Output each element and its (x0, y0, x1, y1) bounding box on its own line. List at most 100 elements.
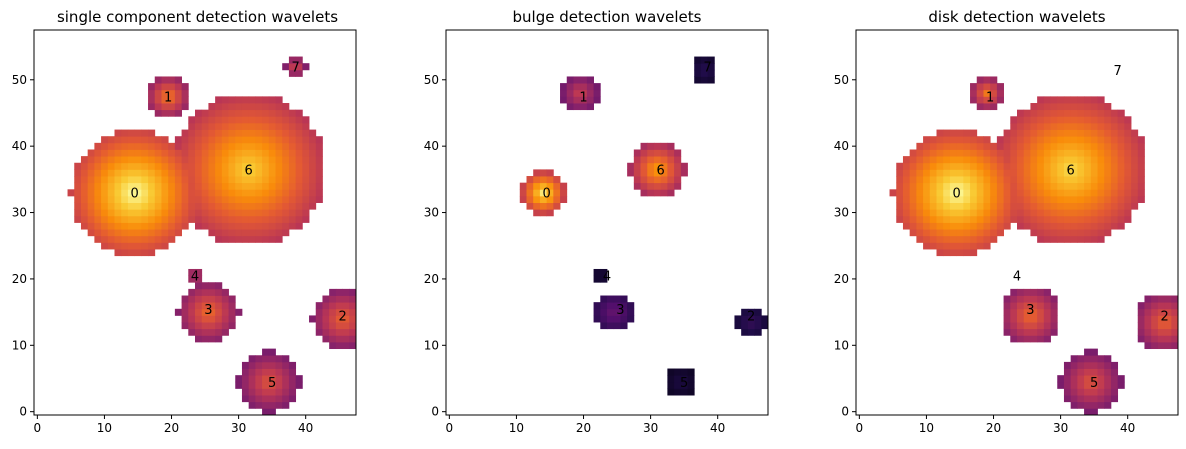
heatmap-cell (896, 195, 904, 203)
x-tick-label: 0 (856, 421, 864, 435)
heatmap-cell (923, 182, 931, 190)
heatmap-cell (1084, 169, 1092, 177)
heatmap-cell (1003, 222, 1011, 230)
heatmap-cell (288, 202, 297, 210)
heatmap-cell (1030, 229, 1038, 237)
heatmap-cell (1117, 162, 1125, 170)
x-tick-label: 0 (446, 421, 454, 435)
heatmap-cell (553, 195, 561, 203)
heatmap-cell (1003, 195, 1011, 203)
heatmap-cell (936, 162, 944, 170)
heatmap-cell (329, 302, 337, 310)
heatmap-cell (1017, 315, 1025, 323)
heatmap-cell (1017, 109, 1025, 117)
x-axis: 0 10 20 30 40 (446, 415, 725, 435)
heatmap-cell (168, 195, 176, 203)
heatmap-cell (107, 195, 115, 203)
heatmap-cell (235, 142, 243, 150)
x-tick-label: 40 (710, 421, 725, 435)
heatmap-cell (1070, 229, 1078, 237)
heatmap-cell (228, 116, 236, 124)
heatmap-cell (121, 129, 129, 137)
heatmap-cell (201, 156, 209, 164)
heatmap-cell (1023, 295, 1031, 303)
heatmap-cell (1151, 315, 1159, 323)
heatmap-cell (1144, 315, 1152, 323)
heatmap-cell (195, 195, 203, 203)
heatmap-cell (248, 202, 256, 210)
heatmap-cell (255, 368, 263, 376)
heatmap-cell (288, 149, 297, 157)
heatmap-cell (1104, 176, 1112, 184)
heatmap-cell (228, 315, 236, 323)
heatmap-cell (1023, 209, 1031, 217)
heatmap-cell (74, 162, 82, 170)
heatmap-cell (141, 142, 149, 150)
heatmap-cell (949, 129, 958, 137)
x-tick-label: 20 (986, 421, 1001, 435)
heatmap-cell (262, 401, 270, 409)
heatmap-cell (902, 156, 911, 164)
heatmap-cell (275, 229, 283, 237)
heatmap-cell (936, 209, 944, 217)
heatmap-cell (929, 222, 937, 230)
heatmap-cell (1104, 375, 1112, 383)
heatmap-cell (956, 162, 964, 170)
heatmap-cell (936, 242, 944, 250)
heatmap-cell (687, 368, 695, 376)
heatmap-cell (315, 328, 323, 336)
heatmap-cell (154, 209, 162, 217)
y-tick-label: 0 (19, 405, 27, 419)
heatmap-cell (302, 136, 310, 144)
x-tick-label: 10 (97, 421, 112, 435)
heatmap-cell (1157, 335, 1165, 343)
heatmap-cell (208, 195, 216, 203)
heatmap-cell (174, 76, 182, 84)
heatmap-cell (255, 182, 263, 190)
heatmap-cell (268, 136, 276, 144)
heatmap-cell (674, 182, 682, 190)
heatmap-cell (221, 142, 229, 150)
heatmap-cell (909, 176, 917, 184)
heatmap-cell (1104, 162, 1112, 170)
heatmap-cell (168, 222, 176, 230)
heatmap-cell (1084, 189, 1092, 197)
heatmap-cell (923, 215, 931, 223)
heatmap-cell (168, 109, 176, 117)
heatmap-cell (1037, 182, 1045, 190)
heatmap-cell (1050, 222, 1058, 230)
heatmap-cell (1003, 169, 1011, 177)
heatmap-cell (1090, 408, 1098, 416)
heatmap-cell (1063, 361, 1072, 369)
heatmap-cell (573, 103, 581, 111)
heatmap-cell (916, 176, 924, 184)
heatmap-cell (1070, 401, 1078, 409)
heatmap-cell (107, 222, 115, 230)
heatmap-cell (633, 176, 641, 184)
heatmap-cell (228, 129, 236, 137)
heatmap-cell (1070, 176, 1078, 184)
heatmap-cell (949, 162, 958, 170)
heatmap-cell (667, 368, 675, 376)
heatmap-cell (295, 169, 303, 177)
heatmap-cell (174, 162, 182, 170)
heatmap-cell (1063, 182, 1072, 190)
heatmap-cell (949, 189, 958, 197)
heatmap-cell (228, 142, 236, 150)
heatmap-cell (539, 176, 548, 184)
heatmap-cell (275, 215, 283, 223)
heatmap-cell (235, 235, 243, 243)
heatmap-cell (586, 96, 594, 104)
heatmap-cell (161, 136, 169, 144)
heatmap-cell (1104, 215, 1112, 223)
heatmap-cell (1050, 235, 1058, 243)
y-tick-label: 40 (834, 139, 849, 153)
heatmap-cell (201, 122, 209, 130)
heatmap-cell (188, 176, 196, 184)
heatmap-cell (560, 89, 568, 97)
heatmap-cell (181, 149, 189, 157)
heatmap-cell (943, 182, 951, 190)
heatmap-cell (1137, 315, 1145, 323)
heatmap-cell (168, 215, 176, 223)
